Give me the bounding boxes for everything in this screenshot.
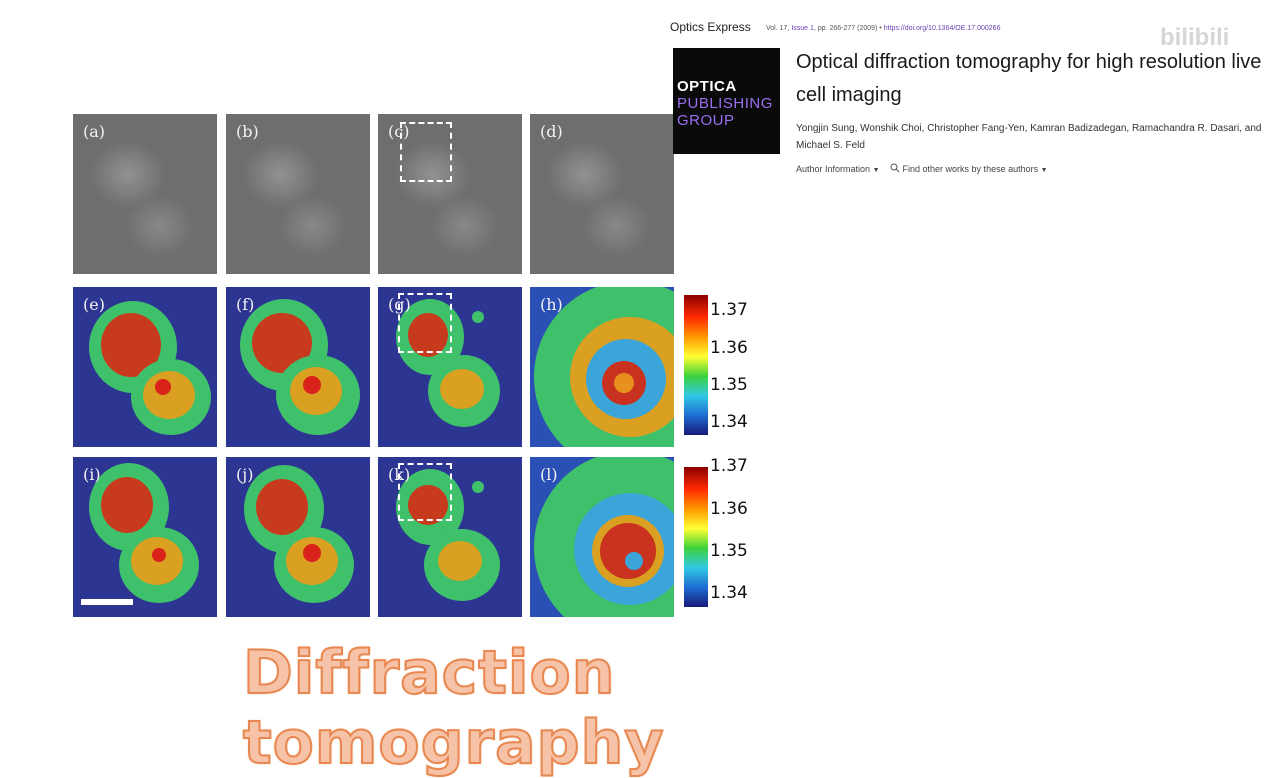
panel-label: (c) <box>388 122 410 141</box>
author-information-label: Author Information <box>796 164 871 174</box>
logo-line: OPTICA <box>677 78 737 95</box>
colorbar-tick: 1.34 <box>710 412 748 432</box>
caret-down-icon: ▼ <box>872 167 880 174</box>
panel-j-ri-map: (j) <box>226 457 370 617</box>
panel-label: (b) <box>236 122 259 141</box>
video-watermark: bilibili <box>1160 24 1230 51</box>
colorbar-tick: 1.37 <box>710 456 748 476</box>
colorbar-bottom <box>684 467 708 607</box>
pages-text: pp. 266-277 <box>817 25 856 32</box>
panel-e-ri-map: (e) <box>73 287 217 447</box>
volume-text: Vol. 17, <box>766 25 790 32</box>
separator-bullet: • <box>879 25 882 32</box>
colorbar-tick: 1.35 <box>710 375 748 395</box>
logo-line: PUBLISHING <box>677 95 773 112</box>
panel-label: (f) <box>236 295 255 314</box>
panel-i-ri-map: (i) <box>73 457 217 617</box>
cell-map-svg <box>89 463 199 603</box>
logo-line: GROUP <box>677 112 735 129</box>
panel-h-ri-zoom-map: (h) <box>530 287 674 447</box>
video-caption: Diffraction tomography <box>242 637 665 778</box>
zoom-region-box <box>400 122 452 182</box>
issue-link[interactable]: Issue 1, <box>791 25 816 32</box>
zoom-region-box <box>398 463 452 521</box>
panel-label: (j) <box>236 465 254 484</box>
panel-label: (h) <box>540 295 563 314</box>
cell-map-svg <box>244 465 354 603</box>
cell-map-svg <box>396 299 500 427</box>
cell-map-svg <box>89 301 211 435</box>
zoom-region-box <box>398 293 452 353</box>
cell-map-svg <box>530 457 674 617</box>
author-information-link[interactable]: Author Information ▼ <box>796 164 882 174</box>
panel-f-ri-map: (f) <box>226 287 370 447</box>
publisher-logo: OPTICA PUBLISHING GROUP <box>673 48 780 154</box>
colorbar-tick: 1.35 <box>710 541 748 561</box>
panel-d-dic-zoom-image: (d) <box>530 114 674 274</box>
doi-link[interactable]: https://doi.org/10.1364/OE.17.000266 <box>883 25 1001 32</box>
panel-l-ri-zoom-map: (l) <box>530 457 674 617</box>
panel-label: (l) <box>540 465 558 484</box>
panel-label: (i) <box>83 465 101 484</box>
cell-map-svg <box>530 287 674 447</box>
colorbar-top <box>684 295 708 435</box>
caret-down-icon: ▼ <box>1040 167 1048 174</box>
panel-k-ri-map: (k) <box>378 457 522 617</box>
colorbar-tick: 1.36 <box>710 499 748 519</box>
panel-label: (e) <box>83 295 105 314</box>
scale-bar <box>81 599 133 605</box>
find-other-works-link[interactable]: Find other works by these authors ▼ <box>890 163 1048 174</box>
cell-map-svg <box>240 299 360 435</box>
colorbar-tick: 1.34 <box>710 583 748 603</box>
panel-g-ri-map: (g) <box>378 287 522 447</box>
article-title: Optical diffraction tomography for high … <box>796 51 1262 106</box>
find-other-works-label: Find other works by these authors <box>902 164 1039 174</box>
journal-name-link[interactable]: Optics Express <box>670 20 751 34</box>
year-text: (2009) <box>857 25 878 32</box>
panel-c-dic-image: (c) <box>378 114 522 274</box>
colorbar-tick: 1.37 <box>710 300 748 320</box>
colorbar-tick: 1.36 <box>710 338 748 358</box>
search-icon <box>890 163 900 173</box>
panel-label: (a) <box>83 122 106 141</box>
panel-b-dic-image: (b) <box>226 114 370 274</box>
panel-label: (d) <box>540 122 563 141</box>
panel-a-dic-image: (a) <box>73 114 217 274</box>
author-list: Yongjin Sung, Wonshik Choi, Christopher … <box>796 123 1262 151</box>
cell-map-svg <box>396 469 500 601</box>
